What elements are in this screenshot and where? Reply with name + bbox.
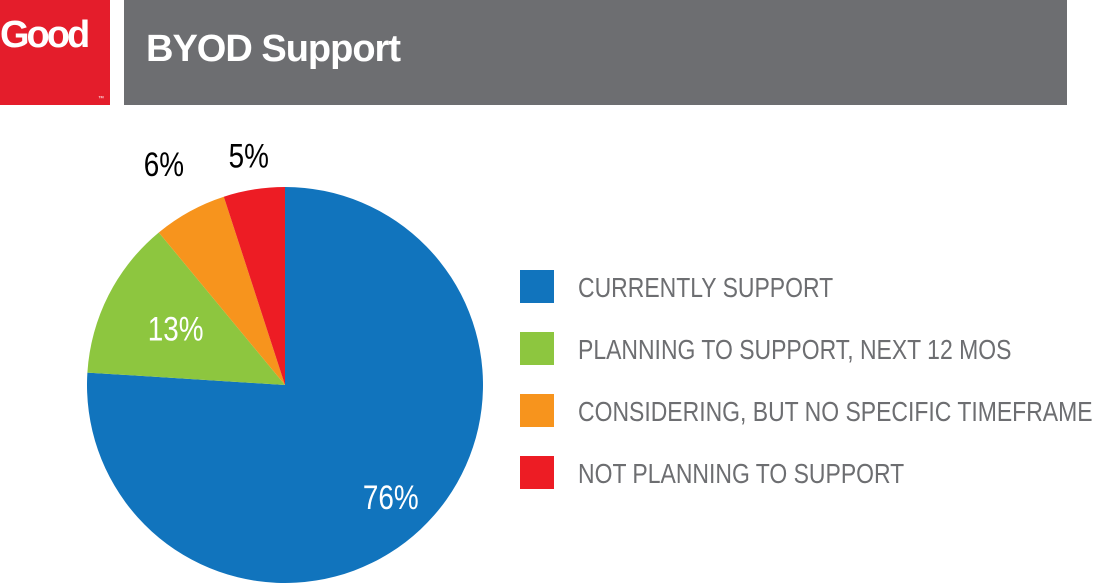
pie-slice-currently-support — [87, 187, 484, 583]
title-bar: BYOD Support — [124, 0, 1067, 105]
logo-wordmark: Good — [0, 14, 90, 56]
legend-label: CONSIDERING, BUT NO SPECIFIC TIMEFRAME — [578, 396, 1093, 427]
legend-label: NOT PLANNING TO SUPPORT — [578, 458, 905, 489]
logo-trademark: ™ — [98, 96, 104, 102]
legend-label: CURRENTLY SUPPORT — [578, 272, 834, 303]
good-logo: Good ™ — [0, 0, 110, 105]
slice-value-label-currently-support: 76% — [363, 478, 419, 516]
legend-swatch-icon — [520, 394, 554, 427]
slice-value-label-planning-to-support: 13% — [148, 310, 204, 348]
pie-slice-considering — [158, 196, 285, 385]
slice-value-label-considering: 6% — [144, 146, 184, 184]
legend-label: PLANNING TO SUPPORT, NEXT 12 MOS — [578, 334, 1012, 365]
slice-value-label-not-planning: 5% — [229, 137, 269, 175]
legend-swatch-icon — [520, 332, 554, 365]
page-title: BYOD Support — [146, 28, 401, 70]
pie-slice-planning-to-support — [87, 232, 285, 385]
legend-swatch-icon — [520, 456, 554, 489]
legend-swatch-icon — [520, 270, 554, 303]
pie-slice-not-planning — [223, 187, 285, 385]
